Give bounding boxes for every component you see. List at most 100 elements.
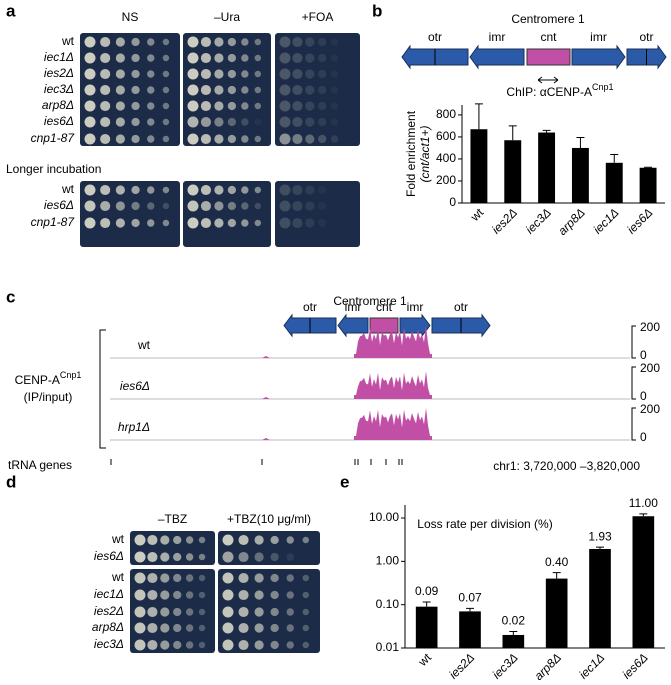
- bar: [538, 132, 556, 203]
- colony-spot: [227, 85, 237, 95]
- value-label: 11.00: [629, 496, 658, 510]
- colony-spot: [318, 85, 327, 95]
- region-cnt: [526, 48, 571, 66]
- strain-label: ies6Δ: [94, 549, 124, 563]
- region-label: imr: [489, 30, 506, 44]
- colony-spot: [286, 553, 294, 561]
- error-bar: [542, 129, 551, 133]
- colony-spot: [222, 572, 234, 584]
- track-label: CENP-ACnp1: [15, 370, 82, 387]
- diagram-title: Centromere 1: [511, 12, 585, 26]
- colony-spot: [100, 133, 111, 145]
- plate: [275, 33, 360, 146]
- colony-spot: [185, 591, 194, 599]
- condition-label: +FOA: [302, 10, 334, 24]
- region-label: otr: [454, 300, 468, 314]
- colony-spot: [115, 218, 125, 228]
- colony-spot: [227, 101, 237, 111]
- track-scale: 0: [640, 430, 647, 444]
- bar: [571, 147, 589, 203]
- colony-spot: [187, 217, 199, 229]
- x-tick-label: wt: [467, 205, 487, 225]
- colony-spot: [131, 69, 140, 79]
- colony-spot: [173, 640, 182, 650]
- colony-spot: [185, 536, 194, 544]
- y-tick-label: 600: [436, 129, 456, 143]
- colony-spot: [227, 201, 237, 211]
- colony-spot: [214, 53, 224, 63]
- colony-spot: [279, 36, 291, 48]
- colony-spot: [84, 84, 96, 96]
- strain-label: ies6Δ: [44, 198, 74, 212]
- colony-spot: [227, 37, 237, 47]
- bar: [504, 140, 522, 203]
- colony-spot: [214, 101, 224, 111]
- colony-spot: [305, 37, 315, 47]
- colony-spot: [131, 201, 140, 211]
- condition-label: +TBZ(10 μg/ml): [227, 512, 311, 526]
- region-label: imr: [590, 30, 607, 44]
- colony-spot: [305, 101, 315, 111]
- colony-spot: [279, 84, 291, 96]
- colony-spot: [84, 116, 96, 128]
- colony-spot: [185, 608, 194, 616]
- colony-spot: [286, 624, 294, 632]
- chart-title: ChIP: αCENP-ACnp1: [506, 82, 613, 99]
- strain-label: iec3Δ: [44, 82, 74, 96]
- colony-spot: [100, 184, 111, 196]
- track-signal: [262, 371, 432, 399]
- colony-spot: [162, 70, 170, 78]
- colony-spot: [238, 551, 249, 563]
- colony-spot: [254, 118, 262, 126]
- colony-spot: [187, 68, 199, 80]
- value-label: 0.40: [545, 555, 569, 569]
- plate: [218, 531, 320, 565]
- track-scale: 200: [640, 320, 660, 334]
- colony-spot: [318, 53, 327, 63]
- region-arrow: [571, 44, 626, 70]
- colony-spot: [330, 38, 339, 46]
- bar: [545, 578, 568, 648]
- colony-spot: [147, 606, 158, 618]
- colony-spot: [200, 184, 212, 196]
- chart-title: Loss rate per division (%): [417, 517, 552, 531]
- colony-spot: [292, 133, 303, 145]
- colony-spot: [270, 573, 279, 583]
- colony-spot: [302, 591, 310, 599]
- error-bar: [508, 125, 517, 141]
- colony-spot: [238, 622, 249, 634]
- colony-spot: [173, 623, 182, 633]
- colony-spot: [200, 217, 212, 229]
- error-bar: [644, 166, 653, 168]
- colony-spot: [147, 54, 155, 62]
- colony-spot: [254, 86, 262, 94]
- colony-spot: [198, 536, 206, 544]
- colony-spot: [84, 133, 96, 145]
- colony-spot: [115, 201, 125, 211]
- coordinates: chr1: 3,720,000 –3,820,000: [493, 459, 640, 473]
- region-label: imr: [345, 300, 362, 314]
- track-scale: 200: [640, 361, 660, 375]
- colony-spot: [214, 218, 224, 228]
- strain-label: wt: [111, 570, 125, 584]
- chart-title-sup: Cnp1: [592, 82, 614, 92]
- colony-spot: [241, 118, 249, 126]
- chart-title-text: Loss rate per division (%): [417, 517, 552, 531]
- colony-spot: [200, 200, 212, 212]
- colony-spot: [222, 639, 234, 651]
- bar: [605, 162, 623, 203]
- condition-label: NS: [122, 10, 139, 24]
- region-arrow: [337, 313, 369, 338]
- region-label: cnt: [376, 300, 393, 314]
- value-label: 1.93: [588, 529, 612, 543]
- colony-spot: [198, 624, 206, 632]
- colony-spot: [147, 572, 158, 584]
- colony-spot: [200, 68, 212, 80]
- colony-spot: [238, 534, 249, 546]
- condition-label: –Ura: [214, 10, 240, 24]
- colony-spot: [162, 202, 170, 210]
- diagram-title: Centromere 1: [333, 294, 407, 308]
- error-bar: [610, 154, 619, 163]
- plate: [275, 181, 360, 247]
- colony-spot: [330, 118, 339, 126]
